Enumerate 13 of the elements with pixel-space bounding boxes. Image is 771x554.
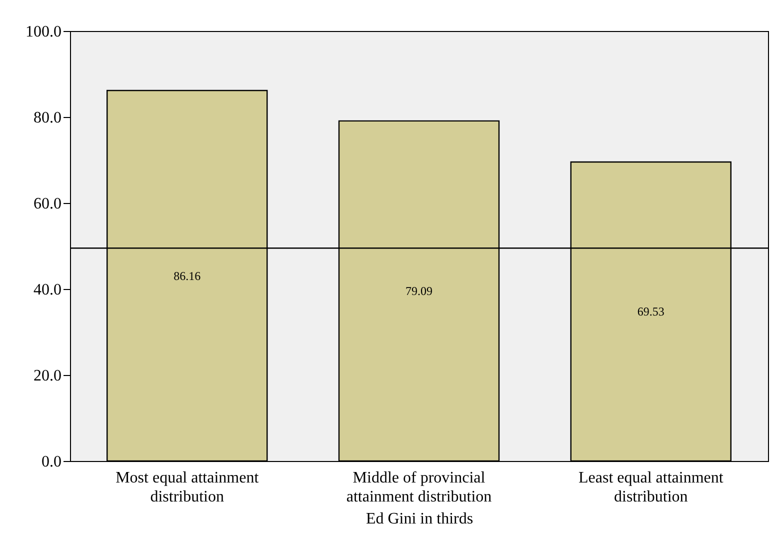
x-tick-label: Most equal attainment distribution	[116, 470, 260, 506]
y-tick-label: 100.0	[26, 24, 62, 40]
y-tick-label: 60.0	[34, 196, 62, 212]
data-label: 69.53	[637, 304, 664, 319]
x-axis-title: Ed Gini in thirds	[366, 510, 474, 528]
x-tick-label: Middle of provincial attainment distribution	[346, 470, 492, 506]
x-tick-label: Least equal attainment distribution	[578, 470, 724, 506]
y-tick-label: 40.0	[34, 282, 62, 298]
y-tick-label: 0.0	[42, 454, 62, 470]
data-label: 86.16	[174, 268, 201, 283]
data-label: 79.09	[406, 284, 432, 298]
y-tick-label: 20.0	[34, 368, 62, 384]
y-tick-label: 80.0	[34, 110, 62, 126]
